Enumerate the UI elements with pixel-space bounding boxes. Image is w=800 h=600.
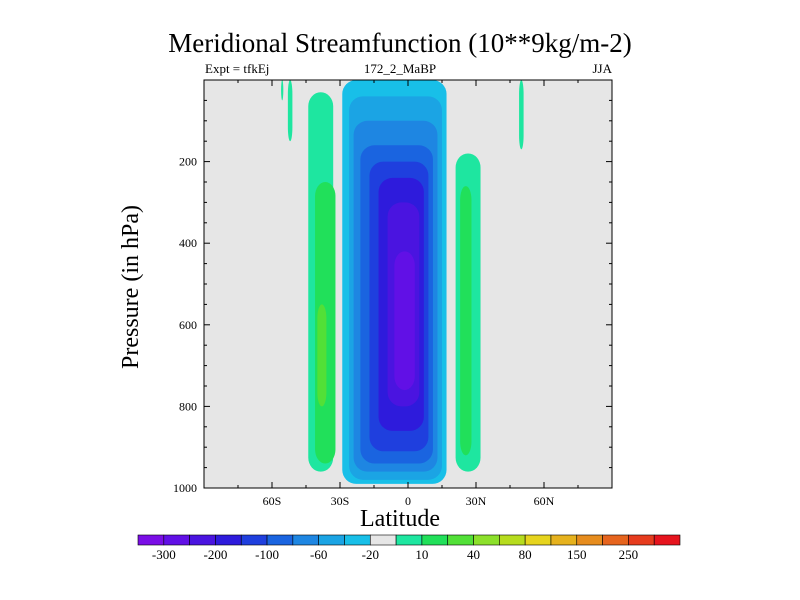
colorbar-label: -200 — [203, 547, 228, 562]
colorbar-box-9 — [369, 534, 397, 546]
colorbar-label: -60 — [309, 547, 328, 562]
y-tick-label-800: 800 — [179, 399, 197, 413]
colorbar-box-7 — [318, 534, 345, 546]
y-tick-label-200: 200 — [179, 155, 197, 169]
plot-area — [204, 80, 612, 488]
colorbar-box-16 — [550, 534, 578, 546]
colorbar-box-8 — [344, 534, 371, 546]
colorbar-box-19 — [628, 534, 655, 546]
colorbar-box-11 — [421, 534, 449, 546]
colorbar-label: 150 — [567, 547, 587, 562]
colorbar-box-4 — [240, 534, 268, 546]
axes: 60S 30S 0 30N 60N 200 400 600 800 1000 — [173, 79, 613, 508]
colorbar-box-15 — [524, 534, 552, 546]
chart-title: Meridional Streamfunction (10**9kg/m-2) — [168, 28, 632, 58]
contour-region-12 — [394, 251, 415, 391]
contour-region-2 — [317, 304, 327, 407]
y-tick-label-1000: 1000 — [173, 481, 197, 495]
x-axis-label: Latitude — [360, 506, 440, 532]
contour-region-15 — [519, 80, 524, 150]
colorbar-label: -100 — [255, 547, 279, 562]
colorbar-box-2 — [189, 534, 216, 546]
colorbar-box-14 — [499, 534, 526, 546]
colorbar-label: 80 — [518, 547, 532, 562]
y-tick-label-600: 600 — [179, 318, 197, 332]
colorbar-label: 250 — [618, 547, 639, 562]
x-tick-label-30N: 30N — [466, 494, 487, 508]
colorbar-box-13 — [473, 534, 500, 546]
colorbar-box-3 — [215, 534, 242, 546]
x-tick-label-0: 0 — [405, 494, 411, 508]
experiment-label: Expt = tfkEj — [205, 61, 270, 76]
season-label: JJA — [592, 61, 612, 76]
x-tick-label-60N: 60N — [534, 494, 555, 508]
colorbar-box-10 — [395, 534, 423, 546]
contour-region-3 — [281, 80, 284, 101]
colorbar-box-18 — [602, 534, 629, 546]
colorbar-box-1 — [163, 534, 190, 546]
colorbar-box-17 — [576, 534, 603, 546]
colorbar-box-6 — [292, 534, 319, 546]
colorbar-box-5 — [266, 534, 294, 546]
colorbar-box-12 — [447, 534, 474, 546]
colorbar-label: -300 — [151, 547, 176, 562]
subtitle-label: 172_2_MaBP — [363, 61, 437, 76]
colorbar-label: 40 — [467, 547, 481, 562]
colorbar — [137, 534, 681, 546]
contour-region-14 — [460, 186, 472, 456]
y-tick-label-400: 400 — [179, 236, 197, 250]
x-tick-label-60S: 60S — [263, 494, 282, 508]
colorbar-label: -20 — [361, 547, 379, 562]
colorbar-box-0 — [137, 534, 165, 546]
colorbar-box-20 — [653, 534, 681, 546]
x-tick-label-30S: 30S — [331, 494, 350, 508]
contour-region-4 — [287, 80, 293, 142]
colorbar-label: 10 — [415, 547, 429, 562]
